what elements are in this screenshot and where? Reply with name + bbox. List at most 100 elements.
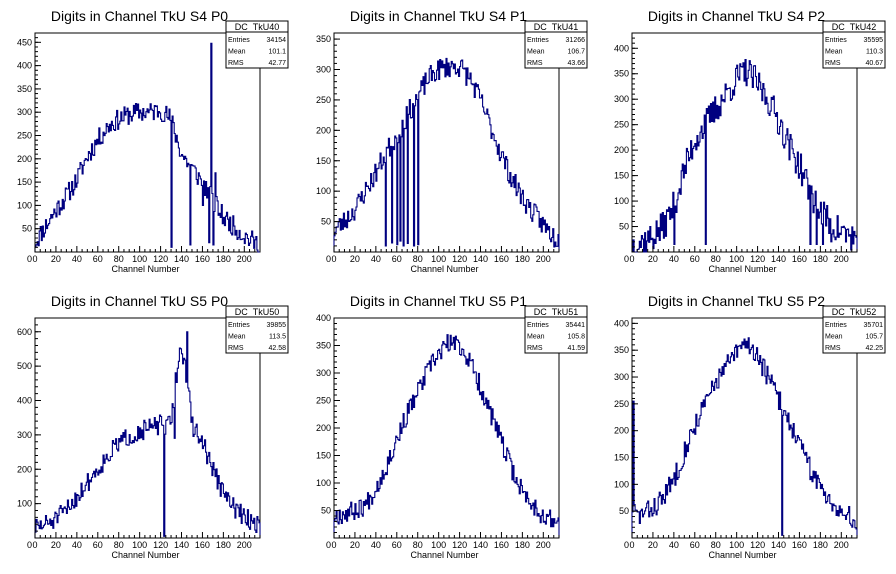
y-tick-label: 200 xyxy=(17,154,32,164)
x-axis-title: Channel Number xyxy=(111,264,179,274)
x-tick-label: 140 xyxy=(473,540,488,550)
stats-name: DC_TkU51 xyxy=(534,307,579,317)
stats-label-rms: RMS xyxy=(228,60,244,67)
x-tick-label: 160 xyxy=(195,254,210,264)
x-tick-label: 200 xyxy=(536,540,551,550)
plot-frame xyxy=(631,32,858,253)
x-tick-label: 120 xyxy=(452,254,467,264)
stats-value-mean: 106.7 xyxy=(567,49,585,56)
histogram-panel-3: Digits in Channel TkU S5 P0 0 20 40 60 80 100 1… xyxy=(17,293,289,560)
x-tick-label: 100 xyxy=(431,540,446,550)
x-tick-label: 120 xyxy=(750,254,765,264)
y-tick-label: 250 xyxy=(614,399,629,409)
x-tick-label: 200 xyxy=(834,540,849,550)
y-tick-label: 250 xyxy=(316,396,331,406)
stats-value-rms: 42.58 xyxy=(268,345,286,352)
stats-label-entries: Entries xyxy=(825,322,847,329)
x-tick-label: 120 xyxy=(452,540,467,550)
x-axis-title: Channel Number xyxy=(410,264,478,274)
stats-label-mean: Mean xyxy=(527,49,545,56)
panel-title: Digits in Channel TkU S4 P2 xyxy=(648,8,825,24)
stats-label-mean: Mean xyxy=(825,334,843,341)
panel-title: Digits in Channel TkU S5 P0 xyxy=(51,293,228,309)
stats-value-rms: 40.67 xyxy=(865,60,883,67)
y-tick-label: 200 xyxy=(316,423,331,433)
x-axis-title: Channel Number xyxy=(410,550,478,560)
stats-box: DC_TkU51 Entries 35441 Mean 105.8 RMS 41.59 xyxy=(524,305,588,354)
histogram-panel-4: Digits in Channel TkU S5 P1 0 20 40 60 80 100 1… xyxy=(316,293,588,560)
x-tick-label: 0 xyxy=(629,254,634,264)
stats-frame xyxy=(225,20,289,69)
panel-title: Digits in Channel TkU S5 P1 xyxy=(350,293,527,309)
histogram-line xyxy=(631,337,858,538)
y-tick-label: 100 xyxy=(17,200,32,210)
y-tick-label: 250 xyxy=(316,95,331,105)
x-tick-label: 140 xyxy=(174,254,189,264)
y-tick-label: 400 xyxy=(316,313,331,323)
stats-label-entries: Entries xyxy=(228,322,250,329)
stats-value-mean: 105.8 xyxy=(567,334,585,341)
x-axis-title: Channel Number xyxy=(111,550,179,560)
y-tick-label: 400 xyxy=(17,396,32,406)
stats-label-mean: Mean xyxy=(228,49,246,56)
x-tick-label: 0 xyxy=(32,254,37,264)
y-tick-label: 150 xyxy=(614,453,629,463)
stats-value-rms: 41.59 xyxy=(567,345,585,352)
panel-title: Digits in Channel TkU S5 P2 xyxy=(648,293,825,309)
origin-label: 0 xyxy=(326,254,331,264)
y-tick-label: 150 xyxy=(17,177,32,187)
stats-value-rms: 43.66 xyxy=(567,60,585,67)
stats-label-rms: RMS xyxy=(825,60,841,67)
stats-frame xyxy=(225,305,289,354)
histogram-panel-1: Digits in Channel TkU S4 P1 0 20 40 60 80 100 1… xyxy=(316,8,588,274)
x-tick-label: 160 xyxy=(195,540,210,550)
x-tick-label: 60 xyxy=(93,540,103,550)
origin-label: 0 xyxy=(326,540,331,550)
stats-name: DC_TkU40 xyxy=(235,22,280,32)
x-tick-label: 0 xyxy=(32,540,37,550)
stats-value-entries: 35441 xyxy=(566,322,586,329)
stats-box: DC_TkU41 Entries 31266 Mean 106.7 RMS 43.66 xyxy=(524,20,588,69)
y-tick-label: 100 xyxy=(614,479,629,489)
stats-name: DC_TkU42 xyxy=(832,22,877,32)
y-tick-label: 300 xyxy=(316,368,331,378)
y-tick-label: 300 xyxy=(614,94,629,104)
origin-label: 0 xyxy=(624,254,629,264)
x-tick-label: 60 xyxy=(392,254,402,264)
x-axis-title: Channel Number xyxy=(708,550,776,560)
x-tick-label: 40 xyxy=(371,254,381,264)
histogram-panel-2: Digits in Channel TkU S4 P2 0 20 40 60 80 100 1… xyxy=(614,8,886,274)
x-tick-label: 80 xyxy=(711,254,721,264)
stats-value-mean: 110.3 xyxy=(866,49,883,56)
x-tick-label: 160 xyxy=(494,254,509,264)
y-tick-label: 600 xyxy=(17,327,32,337)
x-tick-label: 180 xyxy=(216,540,231,550)
y-tick-label: 400 xyxy=(614,43,629,53)
x-tick-label: 100 xyxy=(431,254,446,264)
x-tick-label: 140 xyxy=(771,254,786,264)
y-tick-label: 350 xyxy=(316,341,331,351)
y-tick-label: 50 xyxy=(321,217,331,227)
y-tick-label: 300 xyxy=(316,65,331,75)
stats-frame xyxy=(524,305,588,354)
y-tick-label: 500 xyxy=(17,361,32,371)
x-axis-title: Channel Number xyxy=(708,264,776,274)
x-tick-label: 140 xyxy=(473,254,488,264)
stats-label-rms: RMS xyxy=(527,60,543,67)
x-tick-label: 80 xyxy=(711,540,721,550)
stats-box: DC_TkU52 Entries 35701 Mean 105.7 RMS 42.25 xyxy=(822,305,886,354)
x-tick-label: 20 xyxy=(648,254,658,264)
histogram-line xyxy=(34,42,260,253)
y-tick-label: 50 xyxy=(619,222,629,232)
x-tick-label: 80 xyxy=(114,254,124,264)
x-tick-label: 40 xyxy=(72,540,82,550)
x-tick-label: 140 xyxy=(174,540,189,550)
stats-name: DC_TkU41 xyxy=(534,22,579,32)
stats-label-entries: Entries xyxy=(527,322,549,329)
x-tick-label: 60 xyxy=(93,254,103,264)
panel-title: Digits in Channel TkU S4 P0 xyxy=(51,8,228,24)
stats-value-rms: 42.77 xyxy=(268,60,286,67)
y-tick-label: 300 xyxy=(17,107,32,117)
y-tick-label: 150 xyxy=(316,156,331,166)
